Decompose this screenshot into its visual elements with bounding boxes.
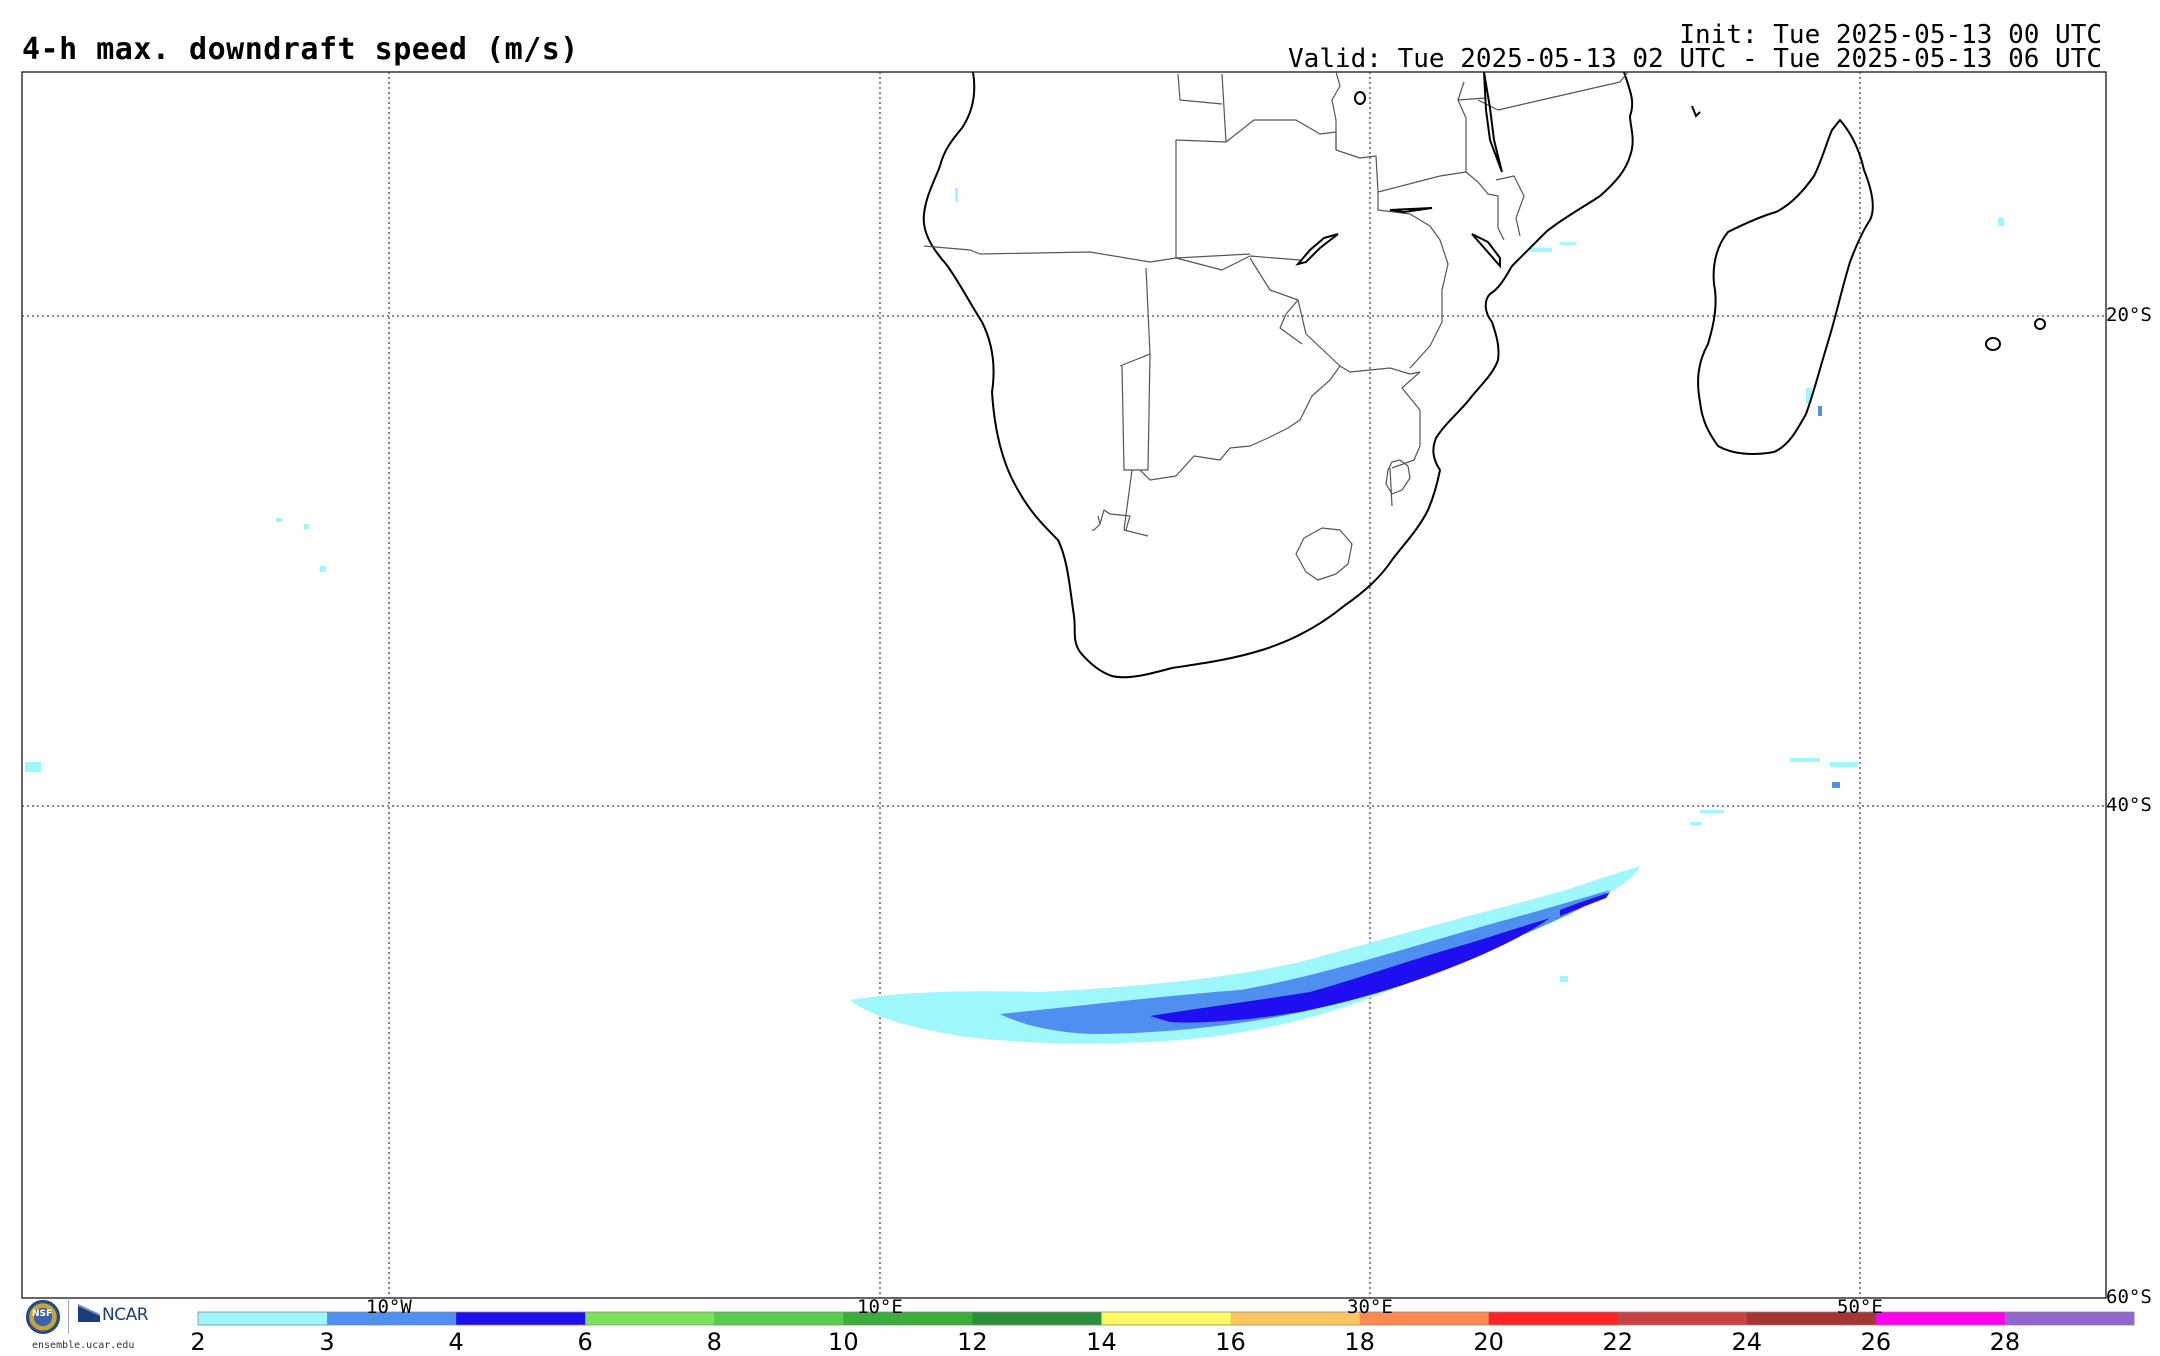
nsf-seal-text: NSF: [32, 1309, 53, 1319]
colorbar-tick-label: 10: [828, 1328, 859, 1356]
colorbar-segment: [456, 1312, 586, 1325]
nsf-ncar-logo: NSF NCAR ensemble.ucar.edu: [22, 1296, 162, 1352]
lat-label-60s: 60°S: [2106, 1286, 2152, 1308]
ncar-wordmark: NCAR: [102, 1305, 149, 1325]
ensemble-url: ensemble.ucar.edu: [32, 1340, 135, 1351]
colorbar-tick-label: 28: [1989, 1328, 2021, 1356]
lon-label-10e: 10°E: [857, 1296, 903, 1318]
colorbar-segment: [327, 1312, 457, 1325]
colorbar-tick-label: 24: [1731, 1328, 1763, 1356]
africa-coastline: [922, 71, 1634, 679]
islands: [1354, 91, 2046, 351]
colorbar-segment: [1101, 1312, 1232, 1325]
colorbar-tick-label: 3: [319, 1328, 335, 1356]
madagascar-coastline: [1697, 119, 1874, 455]
colorbar-segment: [2004, 1312, 2135, 1325]
graticule: [22, 72, 2106, 1298]
init-time: Init: Tue 2025-05-13 00 UTC: [1679, 20, 2102, 50]
colorbar-segment: [843, 1312, 973, 1325]
logo-divider: [68, 1298, 69, 1334]
colorbar-tick-label: 20: [1473, 1328, 1504, 1356]
colorbar-segment: [585, 1312, 715, 1325]
colorbar-tick-label: 8: [706, 1328, 722, 1356]
colorbar-tick-label: 26: [1860, 1328, 1892, 1356]
lat-label-20s: 20°S: [2106, 304, 2152, 326]
country-borders: [923, 71, 1629, 581]
downdraft-swath: [850, 866, 1640, 1044]
lakes: [1295, 71, 1503, 269]
colorbar-tick-label: 18: [1344, 1328, 1375, 1356]
colorbar-tick-label: 22: [1602, 1328, 1633, 1356]
lon-label-10w: 10°W: [366, 1296, 412, 1318]
map-title: 4-h max. downdraft speed (m/s): [22, 32, 579, 67]
colorbar-tick-label: 12: [957, 1328, 988, 1356]
swath-medium: [1000, 890, 1610, 1034]
colorbar-segment: [1875, 1312, 2006, 1325]
colorbar-segment: [1617, 1312, 1748, 1325]
colorbar-segment: [714, 1312, 844, 1325]
swath-dark-2: [1560, 892, 1610, 916]
lat-label-40s: 40°S: [2106, 794, 2152, 816]
colorbar-segment: [1746, 1312, 1877, 1325]
colorbar: [197, 1311, 2135, 1326]
swath-light: [850, 866, 1640, 1044]
colorbar-segment: [1359, 1312, 1490, 1325]
ncar-mark-icon: [78, 1304, 100, 1322]
colorbar-tick-label: 4: [448, 1328, 464, 1356]
colorbar-segment: [198, 1312, 328, 1325]
colorbar-tick-label: 14: [1086, 1328, 1117, 1356]
colorbar-outline: [197, 1311, 2135, 1326]
lon-label-30e: 30°E: [1347, 1296, 1393, 1318]
colorbar-tick-label: 2: [190, 1328, 206, 1356]
lon-label-50e: 50°E: [1837, 1296, 1883, 1318]
scattered-cells-medium: [1818, 406, 1840, 788]
map-frame: [21, 71, 2107, 1299]
colorbar-tick-label: 16: [1215, 1328, 1246, 1356]
nsf-seal-icon: [26, 1300, 60, 1334]
colorbar-tick-label: 6: [577, 1328, 593, 1356]
colorbar-segment: [1488, 1312, 1619, 1325]
swath-dark: [1150, 918, 1550, 1023]
colorbar-segment: [972, 1312, 1102, 1325]
colorbar-segment: [1230, 1312, 1361, 1325]
valid-time: Valid: Tue 2025-05-13 02 UTC - Tue 2025-…: [1288, 44, 2102, 74]
scattered-cells: [25, 188, 2004, 982]
swath-light-2: [1560, 866, 1640, 900]
